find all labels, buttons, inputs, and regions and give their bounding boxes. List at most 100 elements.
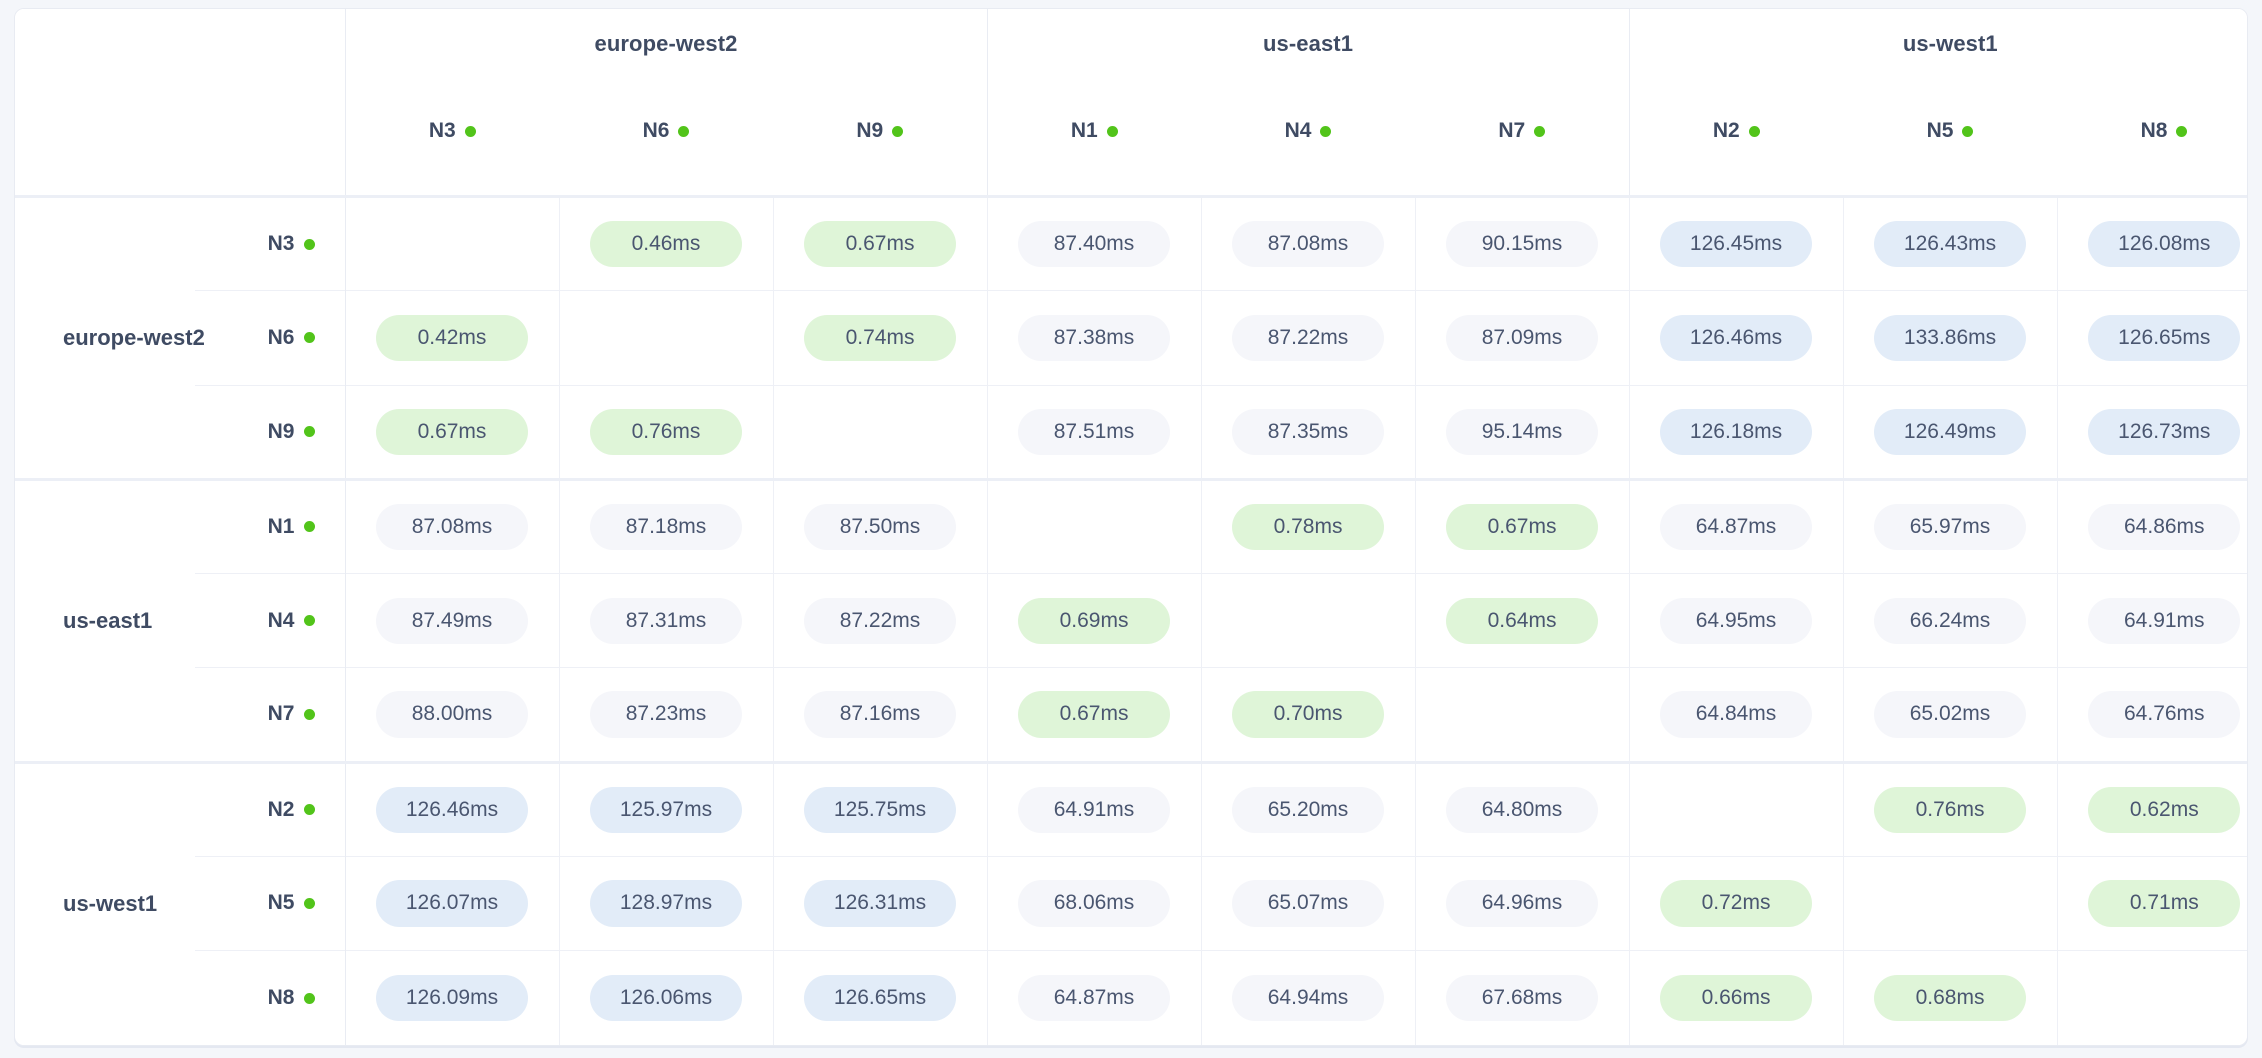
column-header-N4[interactable]: N4 bbox=[1201, 79, 1416, 195]
column-header-N5[interactable]: N5 bbox=[1843, 79, 2058, 195]
latency-cell[interactable]: 126.43ms bbox=[1842, 194, 2058, 291]
latency-cell[interactable]: 0.66ms bbox=[1628, 950, 1844, 1045]
row-group-label-europe-west2: europe-west2 bbox=[15, 195, 205, 480]
latency-cell[interactable]: 0.42ms bbox=[344, 290, 559, 386]
latency-cell[interactable]: 64.87ms bbox=[1628, 477, 1844, 574]
latency-cell[interactable]: 0.67ms bbox=[344, 384, 559, 480]
latency-cell[interactable]: 126.08ms bbox=[2056, 194, 2247, 291]
latency-cell[interactable]: 126.09ms bbox=[344, 950, 559, 1045]
latency-cell[interactable]: 0.76ms bbox=[558, 384, 773, 480]
node-status-dot-icon bbox=[303, 992, 315, 1004]
latency-cell[interactable]: 87.23ms bbox=[558, 667, 773, 763]
row-header-N1[interactable]: N1 bbox=[195, 477, 345, 574]
latency-cell[interactable]: 64.91ms bbox=[2056, 573, 2247, 668]
latency-cell[interactable]: 126.31ms bbox=[772, 855, 988, 951]
latency-value-pill: 128.97ms bbox=[590, 880, 742, 927]
latency-cell[interactable]: 64.94ms bbox=[1200, 950, 1416, 1045]
latency-cell[interactable]: 125.75ms bbox=[772, 760, 988, 857]
node-status-dot-icon bbox=[303, 804, 315, 816]
latency-cell[interactable]: 126.73ms bbox=[2056, 384, 2247, 480]
latency-cell[interactable]: 64.95ms bbox=[1628, 573, 1844, 668]
latency-cell[interactable]: 0.70ms bbox=[1200, 667, 1416, 763]
latency-cell[interactable]: 95.14ms bbox=[1414, 384, 1630, 480]
latency-cell[interactable]: 0.71ms bbox=[2056, 855, 2247, 951]
latency-cell[interactable]: 126.49ms bbox=[1842, 384, 2058, 480]
latency-cell[interactable]: 126.65ms bbox=[2056, 290, 2247, 386]
latency-cell[interactable]: 87.40ms bbox=[986, 194, 1202, 291]
latency-cell[interactable]: 87.50ms bbox=[772, 477, 988, 574]
latency-cell[interactable]: 0.78ms bbox=[1200, 477, 1416, 574]
latency-cell[interactable]: 126.45ms bbox=[1628, 194, 1844, 291]
row-header-N6[interactable]: N6 bbox=[195, 290, 345, 386]
latency-cell[interactable]: 126.06ms bbox=[558, 950, 773, 1045]
row-header-N5[interactable]: N5 bbox=[195, 855, 345, 951]
latency-cell[interactable]: 67.68ms bbox=[1414, 950, 1630, 1045]
latency-cell[interactable]: 64.76ms bbox=[2056, 667, 2247, 763]
latency-cell[interactable]: 125.97ms bbox=[558, 760, 773, 857]
latency-cell[interactable]: 64.87ms bbox=[986, 950, 1202, 1045]
latency-cell[interactable]: 126.46ms bbox=[1628, 290, 1844, 386]
latency-cell[interactable]: 65.97ms bbox=[1842, 477, 2058, 574]
latency-cell[interactable]: 87.22ms bbox=[772, 573, 988, 668]
latency-cell[interactable]: 0.46ms bbox=[558, 194, 773, 291]
latency-cell[interactable]: 65.20ms bbox=[1200, 760, 1416, 857]
latency-cell[interactable]: 87.51ms bbox=[986, 384, 1202, 480]
latency-cell[interactable]: 65.07ms bbox=[1200, 855, 1416, 951]
latency-cell[interactable]: 87.38ms bbox=[986, 290, 1202, 386]
row-header-N9[interactable]: N9 bbox=[195, 384, 345, 480]
latency-cell[interactable]: 0.67ms bbox=[1414, 477, 1630, 574]
latency-cell[interactable]: 0.67ms bbox=[772, 194, 988, 291]
latency-cell[interactable]: 87.31ms bbox=[558, 573, 773, 668]
node-status-dot-icon bbox=[1106, 125, 1118, 137]
latency-value-pill: 0.74ms bbox=[804, 314, 957, 361]
column-header-N2[interactable]: N2 bbox=[1628, 79, 1844, 195]
latency-cell[interactable]: 87.08ms bbox=[344, 477, 559, 574]
row-header-content: N7 bbox=[268, 702, 315, 726]
latency-cell[interactable]: 64.84ms bbox=[1628, 667, 1844, 763]
latency-cell[interactable]: 0.72ms bbox=[1628, 855, 1844, 951]
column-header-N9[interactable]: N9 bbox=[773, 79, 988, 195]
latency-cell[interactable]: 0.67ms bbox=[986, 667, 1202, 763]
latency-cell-empty bbox=[986, 477, 1202, 574]
latency-cell[interactable]: 126.65ms bbox=[772, 950, 988, 1045]
row-header-N7[interactable]: N7 bbox=[195, 667, 345, 763]
node-status-dot-icon bbox=[892, 125, 904, 137]
latency-cell[interactable]: 0.62ms bbox=[2056, 760, 2247, 857]
latency-cell[interactable]: 64.91ms bbox=[986, 760, 1202, 857]
latency-cell[interactable]: 64.86ms bbox=[2056, 477, 2247, 574]
latency-cell[interactable]: 68.06ms bbox=[986, 855, 1202, 951]
latency-cell[interactable]: 0.74ms bbox=[772, 290, 988, 386]
column-header-N3[interactable]: N3 bbox=[344, 79, 559, 195]
latency-cell[interactable]: 87.35ms bbox=[1200, 384, 1416, 480]
row-header-N4[interactable]: N4 bbox=[195, 573, 345, 668]
latency-cell[interactable]: 66.24ms bbox=[1842, 573, 2058, 668]
column-header-N7[interactable]: N7 bbox=[1415, 79, 1630, 195]
latency-cell[interactable]: 65.02ms bbox=[1842, 667, 2058, 763]
latency-value-pill: 64.80ms bbox=[1446, 786, 1599, 833]
latency-cell[interactable]: 0.68ms bbox=[1842, 950, 2058, 1045]
row-header-N8[interactable]: N8 bbox=[195, 950, 345, 1045]
latency-cell[interactable]: 87.16ms bbox=[772, 667, 988, 763]
column-header-N1[interactable]: N1 bbox=[986, 79, 1202, 195]
latency-cell[interactable]: 87.18ms bbox=[558, 477, 773, 574]
latency-cell[interactable]: 87.09ms bbox=[1414, 290, 1630, 386]
column-header-N6[interactable]: N6 bbox=[559, 79, 773, 195]
latency-cell[interactable]: 87.49ms bbox=[344, 573, 559, 668]
latency-cell[interactable]: 88.00ms bbox=[344, 667, 559, 763]
latency-cell[interactable]: 128.97ms bbox=[558, 855, 773, 951]
latency-cell[interactable]: 126.07ms bbox=[344, 855, 559, 951]
latency-cell[interactable]: 0.76ms bbox=[1842, 760, 2058, 857]
row-header-N3[interactable]: N3 bbox=[195, 194, 345, 291]
row-header-N2[interactable]: N2 bbox=[195, 760, 345, 857]
column-header-N8[interactable]: N8 bbox=[2057, 79, 2247, 195]
latency-cell[interactable]: 64.96ms bbox=[1414, 855, 1630, 951]
latency-cell[interactable]: 126.18ms bbox=[1628, 384, 1844, 480]
latency-cell[interactable]: 64.80ms bbox=[1414, 760, 1630, 857]
latency-cell[interactable]: 0.64ms bbox=[1414, 573, 1630, 668]
latency-cell[interactable]: 126.46ms bbox=[344, 760, 559, 857]
latency-cell[interactable]: 0.69ms bbox=[986, 573, 1202, 668]
latency-cell[interactable]: 90.15ms bbox=[1414, 194, 1630, 291]
latency-cell[interactable]: 87.22ms bbox=[1200, 290, 1416, 386]
latency-cell[interactable]: 133.86ms bbox=[1842, 290, 2058, 386]
latency-cell[interactable]: 87.08ms bbox=[1200, 194, 1416, 291]
